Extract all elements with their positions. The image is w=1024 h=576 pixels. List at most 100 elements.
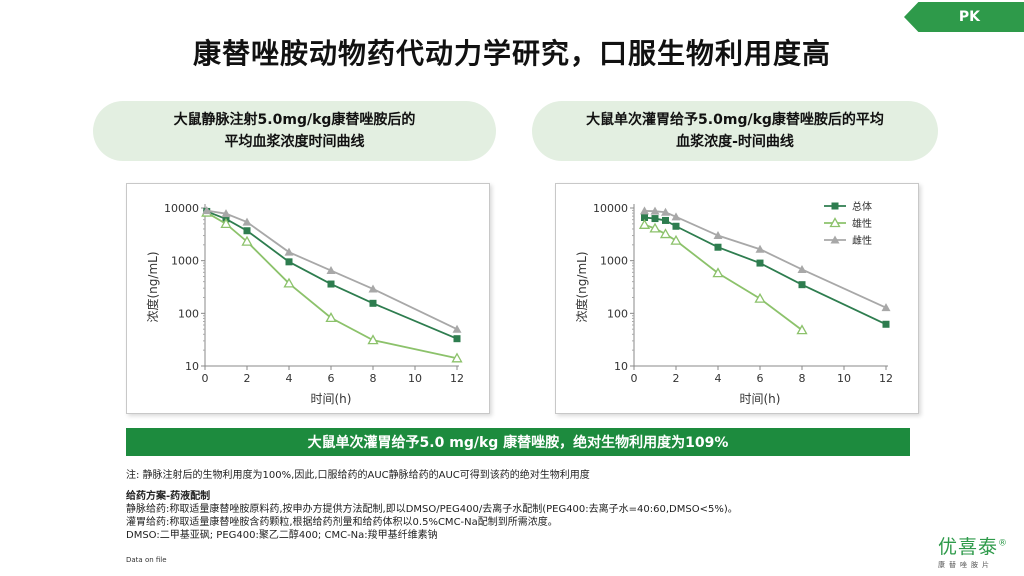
x-tick-label: 8 — [799, 372, 806, 385]
brand-logo: 优喜泰® 康替唑胺片 — [938, 532, 1022, 570]
iv-concentration-chart-panel: 10 100 1000 10000 0 2 4 6 8 10 12 时间(h) 浓度(ng/mL) — [126, 183, 490, 414]
data-point-总体 — [285, 258, 293, 266]
data-source-footer: Data on file — [126, 556, 167, 564]
data-point-雄性 — [649, 222, 661, 233]
x-tick-label: 10 — [837, 372, 851, 385]
x-tick-label: 2 — [244, 372, 251, 385]
x-tick-label: 6 — [757, 372, 764, 385]
x-tick-label: 10 — [408, 372, 422, 385]
y-tick-label: 1000 — [171, 255, 199, 268]
y-tick-label: 10 — [185, 360, 199, 373]
data-point-雌性 — [202, 206, 212, 215]
page-title: 康替唑胺动物药代动力学研究，口服生物利用度高 — [192, 37, 831, 70]
data-point-雄性 — [241, 235, 253, 246]
legend-marker-总体 — [831, 202, 839, 210]
x-tick-label: 6 — [328, 372, 335, 385]
data-point-总体 — [327, 280, 335, 288]
series-line-总体 — [644, 216, 887, 326]
data-point-总体 — [756, 259, 764, 267]
brand-name-text: 优喜泰 — [938, 536, 999, 558]
series-line-雌性 — [644, 210, 887, 309]
x-tick-label: 4 — [286, 372, 293, 385]
data-point-雌性 — [326, 266, 336, 275]
pk-section-tag: PK — [904, 2, 1024, 32]
y-tick-label: 100 — [607, 307, 628, 320]
legend-marker-雄性 — [829, 217, 841, 228]
data-point-雄性 — [638, 218, 651, 229]
dosing-regimen-line: 静脉给药:称取适量康替唑胺原料药,按申办方提供方法配制,即以DMSO/PEG40… — [126, 504, 738, 515]
dosing-regimen-line: 灌胃给药:称取适量康替唑胺含药颗粒,根据给药剂量和给药体积以0.5%CMC-Na… — [126, 517, 558, 528]
data-point-雄性 — [796, 324, 808, 335]
x-axis-label: 时间(h) — [311, 392, 352, 406]
data-point-雌性 — [284, 247, 294, 256]
data-point-雌性 — [368, 284, 378, 293]
registered-mark: ® — [998, 538, 1009, 549]
y-tick-label: 1000 — [600, 255, 628, 268]
data-point-总体 — [714, 243, 722, 251]
data-point-总体 — [243, 227, 251, 235]
data-point-雌性 — [452, 324, 462, 333]
y-axis-label: 浓度(ng/mL) — [574, 251, 589, 322]
oral-concentration-chart: 10 100 1000 10000 0 2 4 6 8 10 12 时间(h) 浓度(ng/mL) 总体雄… — [574, 200, 893, 406]
x-tick-label: 12 — [879, 372, 893, 385]
data-point-雄性 — [451, 352, 463, 363]
y-tick-label: 10 — [614, 360, 628, 373]
left-chart-heading-line1: 大鼠静脉注射5.0mg/kg康替唑胺后的 — [173, 112, 416, 128]
data-point-总体 — [798, 281, 806, 289]
brand-name: 优喜泰® — [938, 532, 1022, 559]
oral-concentration-chart-panel: 10 100 1000 10000 0 2 4 6 8 10 12 时间(h) 浓度(ng/mL) 总体雄… — [555, 183, 919, 414]
dosing-regimen-heading: 给药方案-药液配制 — [126, 491, 211, 502]
legend-marker-雌性 — [830, 235, 840, 244]
data-point-雄性 — [367, 334, 379, 345]
left-chart-heading: 大鼠静脉注射5.0mg/kg康替唑胺后的 平均血浆浓度时间曲线 — [93, 101, 496, 161]
data-point-雌性 — [242, 217, 252, 226]
data-point-雄性 — [712, 267, 724, 278]
legend-label-总体: 总体 — [852, 200, 872, 213]
data-point-总体 — [882, 320, 890, 328]
left-chart-heading-line2: 平均血浆浓度时间曲线 — [224, 134, 365, 150]
data-point-总体 — [651, 215, 659, 223]
data-point-雄性 — [754, 292, 766, 303]
data-point-雌性 — [797, 264, 807, 273]
y-tick-label: 10000 — [593, 202, 628, 215]
data-point-总体 — [672, 222, 680, 230]
data-point-总体 — [641, 214, 648, 222]
x-tick-label: 2 — [673, 372, 680, 385]
x-tick-label: 8 — [370, 372, 377, 385]
legend-label-雄性: 雄性 — [852, 217, 872, 230]
data-point-雌性 — [755, 244, 765, 253]
data-point-雌性 — [671, 212, 681, 221]
bioavailability-banner: 大鼠单次灌胃给予5.0 mg/kg 康替唑胺，绝对生物利用度为109% — [126, 428, 910, 456]
y-tick-label: 10000 — [164, 202, 199, 215]
dosing-regimen-line: DMSO:二甲基亚砜; PEG400:聚乙二醇400; CMC-Na:羧甲基纤维… — [126, 530, 438, 541]
data-point-雌性 — [713, 231, 723, 240]
y-axis-label: 浓度(ng/mL) — [145, 251, 160, 322]
x-tick-label: 4 — [715, 372, 722, 385]
bioavailability-note: 注: 静脉注射后的生物利用度为100%,因此,口服给药的AUC静脉给药的AUC可… — [126, 470, 590, 481]
data-point-雄性 — [325, 312, 337, 323]
data-point-雌性 — [881, 303, 891, 312]
data-point-雄性 — [283, 277, 295, 288]
data-point-雌性 — [640, 206, 649, 215]
data-point-雌性 — [661, 207, 670, 216]
x-tick-label: 0 — [631, 372, 638, 385]
data-point-总体 — [369, 299, 377, 307]
legend-label-雌性: 雌性 — [852, 234, 872, 247]
brand-subtitle: 康替唑胺片 — [938, 561, 993, 569]
x-tick-label: 0 — [202, 372, 209, 385]
series-line-雄性 — [644, 223, 803, 331]
x-tick-label: 12 — [450, 372, 464, 385]
data-point-雄性 — [670, 234, 682, 245]
data-point-雄性 — [659, 228, 672, 239]
data-point-总体 — [453, 335, 461, 343]
iv-concentration-chart: 10 100 1000 10000 0 2 4 6 8 10 12 时间(h) 浓度(ng/mL) — [145, 202, 464, 406]
right-chart-heading-line1: 大鼠单次灌胃给予5.0mg/kg康替唑胺后的平均 — [586, 112, 884, 128]
x-axis-label: 时间(h) — [740, 392, 781, 406]
data-point-总体 — [662, 216, 669, 224]
right-chart-heading-line2: 血浆浓度-时间曲线 — [676, 134, 794, 150]
dosing-regimen: 给药方案-药液配制 静脉给药:称取适量康替唑胺原料药,按申办方提供方法配制,即以… — [126, 490, 738, 542]
y-tick-label: 100 — [178, 307, 199, 320]
pk-tag-label: PK — [958, 9, 980, 25]
data-point-雌性 — [650, 206, 660, 215]
right-chart-heading: 大鼠单次灌胃给予5.0mg/kg康替唑胺后的平均 血浆浓度-时间曲线 — [532, 101, 938, 161]
